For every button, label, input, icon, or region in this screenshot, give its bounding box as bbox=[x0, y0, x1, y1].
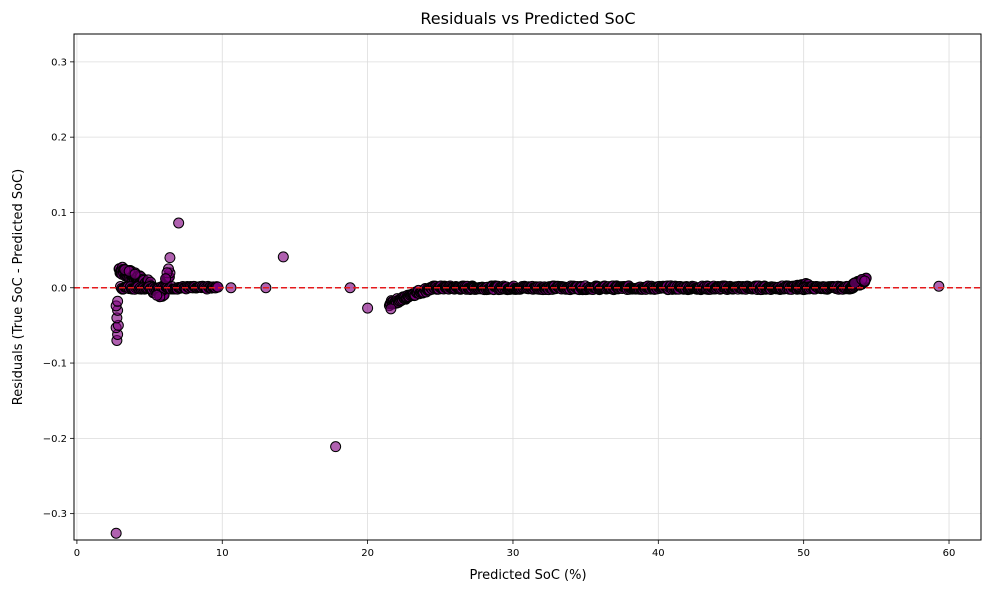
x-tick-label: 40 bbox=[652, 548, 665, 559]
scatter-point bbox=[151, 289, 163, 301]
scatter-point bbox=[362, 302, 374, 314]
scatter-point bbox=[112, 295, 124, 307]
y-tick-label: 0.2 bbox=[51, 133, 67, 144]
x-tick-label: 0 bbox=[74, 548, 80, 559]
y-tick-label: 0.1 bbox=[51, 208, 67, 219]
scatter-point bbox=[110, 527, 122, 539]
plot-frame bbox=[73, 33, 982, 541]
y-tick-label: 0.0 bbox=[51, 283, 67, 294]
y-axis-label: Residuals (True SoC - Predicted SoC) bbox=[11, 169, 26, 405]
x-tick-label: 50 bbox=[797, 548, 810, 559]
scatter-point bbox=[277, 251, 289, 263]
scatter-points bbox=[110, 217, 945, 539]
chart-title: Residuals vs Predicted SoC bbox=[420, 9, 635, 28]
y-tick-label: −0.3 bbox=[43, 509, 67, 520]
y-axis-ticks: −0.3 −0.2 −0.1 0.0 0.1 0.2 0.3 bbox=[43, 57, 74, 520]
y-tick-label: 0.3 bbox=[51, 57, 67, 68]
scatter-point bbox=[859, 275, 871, 287]
x-tick-label: 10 bbox=[216, 548, 229, 559]
scatter-point bbox=[160, 273, 172, 285]
scatter-point bbox=[330, 441, 342, 453]
scatter-point bbox=[129, 268, 141, 280]
scatter-point bbox=[173, 217, 185, 229]
scatter-point bbox=[385, 303, 397, 315]
x-tick-label: 30 bbox=[507, 548, 520, 559]
x-tick-label: 20 bbox=[361, 548, 374, 559]
y-tick-label: −0.1 bbox=[43, 359, 67, 370]
x-axis-label: Predicted SoC (%) bbox=[469, 568, 586, 583]
scatter-point bbox=[933, 280, 945, 292]
scatter-point bbox=[164, 252, 176, 264]
x-axis-ticks: 0 10 20 30 40 50 60 bbox=[74, 540, 956, 559]
x-tick-label: 60 bbox=[943, 548, 956, 559]
y-tick-label: −0.2 bbox=[43, 434, 67, 445]
